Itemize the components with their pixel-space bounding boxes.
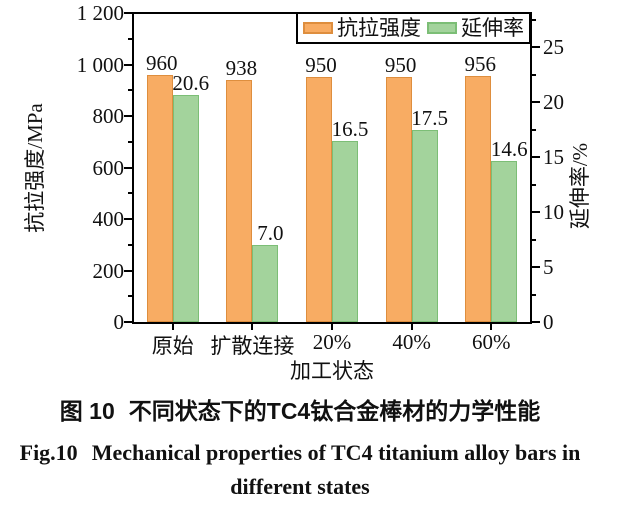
- right-axis-tick-label: 15: [543, 145, 564, 169]
- caption-en-number: Fig.10: [19, 440, 78, 465]
- right-axis-tick: [532, 321, 540, 323]
- left-axis-tick: [128, 295, 132, 298]
- x-axis-tick: [410, 324, 413, 330]
- caption-zh-number: 图 10: [59, 398, 115, 424]
- left-axis-tick-label: 600: [92, 155, 125, 180]
- caption-chinese: 图 10 不同状态下的TC4钛合金棒材的力学性能: [0, 397, 600, 425]
- x-category-label: 20%: [312, 330, 352, 354]
- legend-label-tensile: 抗拉强度: [337, 16, 421, 40]
- caption-english-line1: Fig.10 Mechanical properties of TC4 titan…: [0, 440, 600, 466]
- right-axis-tick: [532, 128, 536, 131]
- x-axis-title: 加工状态: [290, 359, 374, 383]
- right-axis-tick-label: 20: [543, 90, 564, 114]
- tensile-bar: [385, 77, 412, 322]
- chart-legend: 抗拉强度 延伸率: [296, 12, 531, 44]
- left-axis-tick-label: 200: [92, 258, 125, 283]
- right-axis-tick: [532, 293, 536, 296]
- left-axis-tick: [124, 63, 132, 66]
- left-axis-tick: [128, 192, 132, 195]
- elongation-value-label: 17.5: [411, 105, 448, 130]
- elongation-bar: [491, 161, 518, 322]
- left-axis-tick: [128, 243, 132, 246]
- left-axis-tick-label: 0: [113, 310, 125, 334]
- right-axis-tick: [532, 73, 536, 76]
- x-category-label: 原始: [151, 334, 194, 358]
- left-axis-tick: [124, 321, 132, 323]
- left-axis-tick-label: 1 200: [76, 1, 124, 25]
- elongation-value-label: 20.6: [172, 71, 210, 96]
- left-axis-tick: [128, 37, 132, 40]
- elongation-bar: [332, 140, 358, 322]
- legend-swatch-tensile: [303, 22, 333, 34]
- right-axis-tick: [532, 183, 536, 186]
- left-axis-tick: [124, 115, 132, 117]
- left-axis-tick: [124, 12, 132, 14]
- elongation-value-label: 14.6: [490, 137, 528, 162]
- caption-en-text: Mechanical properties of TC4 titanium al…: [91, 440, 581, 465]
- tensile-bar: [465, 75, 492, 322]
- right-axis-tick: [532, 156, 540, 158]
- right-axis-tick-label: 10: [543, 200, 564, 224]
- tensile-bar: [146, 74, 173, 322]
- right-axis-tick-label: 25: [543, 35, 564, 59]
- left-axis-title: 抗拉强度/MPa: [23, 103, 47, 233]
- elongation-bar: [172, 95, 199, 322]
- bar-chart: 0 200 400 600 800 1 000 1 200 0 5 10 15 20 25 原始 960 20…: [23, 1, 592, 383]
- legend-label-elongation: 延伸率: [461, 16, 524, 40]
- legend-item-tensile: 抗拉强度: [303, 16, 421, 40]
- elongation-bar: [252, 245, 279, 322]
- elongation-bar: [411, 129, 438, 322]
- right-axis-tick: [532, 101, 540, 103]
- tensile-value-label: 938: [225, 56, 258, 81]
- tensile-bar: [306, 77, 332, 322]
- tensile-value-label: 956: [464, 51, 496, 76]
- tensile-value-label: 950: [305, 53, 337, 78]
- left-axis-tick: [124, 269, 132, 272]
- caption-zh-text: 不同状态下的TC4钛合金棒材的力学性能: [128, 398, 541, 424]
- elongation-value-label: 7.0: [257, 221, 284, 245]
- left-axis-tick-label: 400: [92, 207, 125, 231]
- left-axis-tick: [128, 89, 132, 92]
- left-axis-tick-label: 1 000: [76, 52, 124, 77]
- x-axis-tick: [251, 324, 254, 330]
- x-axis-tick: [171, 324, 174, 330]
- right-axis-tick: [532, 266, 540, 268]
- left-axis-tick: [128, 140, 132, 143]
- legend-swatch-elongation: [427, 22, 457, 34]
- right-axis-title: 延伸率/%: [568, 142, 592, 230]
- right-axis-tick-label: 5: [543, 255, 554, 279]
- x-axis-tick: [490, 324, 493, 330]
- tensile-value-label: 950: [384, 53, 417, 78]
- right-axis-tick-label: 0: [543, 310, 554, 334]
- figure-caption: 图 10 不同状态下的TC4钛合金棒材的力学性能 Fig.10 Mechanical…: [0, 397, 600, 500]
- tensile-value-label: 960: [146, 50, 178, 75]
- right-axis-tick: [532, 46, 540, 48]
- x-category-label: 60%: [471, 330, 511, 354]
- x-category-label: 40%: [392, 330, 431, 354]
- right-axis-tick: [532, 238, 536, 241]
- legend-item-elongation: 延伸率: [427, 16, 524, 40]
- right-axis-tick: [532, 211, 540, 213]
- left-axis-tick-label: 800: [92, 104, 125, 128]
- elongation-value-label: 16.5: [331, 116, 369, 141]
- caption-english-line2: different states: [230, 474, 370, 499]
- left-axis-tick: [124, 218, 132, 220]
- right-axis-tick: [532, 18, 536, 21]
- x-axis-tick: [331, 324, 333, 330]
- tensile-bar: [226, 80, 253, 322]
- x-category-label: 扩散连接: [210, 334, 295, 358]
- left-axis-tick: [124, 166, 132, 169]
